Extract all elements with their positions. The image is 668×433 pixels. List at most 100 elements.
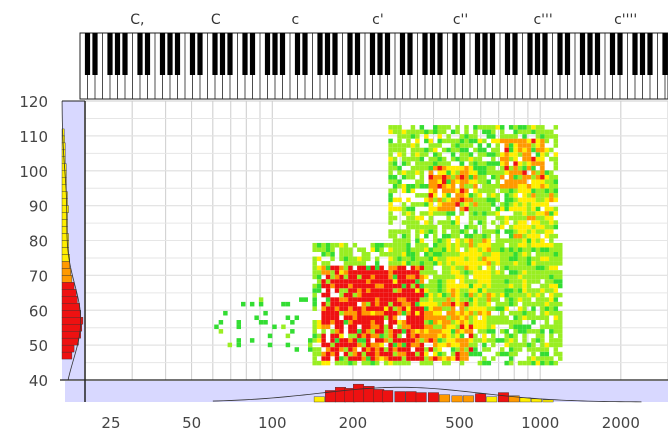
heatmap-cell	[544, 206, 550, 212]
heatmap-cell	[348, 360, 353, 366]
heatmap-cell	[374, 324, 380, 330]
heatmap-cell	[428, 310, 434, 316]
heatmap-cells	[214, 125, 563, 366]
heatmap-cell	[361, 261, 367, 266]
heatmap-cell	[517, 125, 523, 130]
black-key	[647, 33, 653, 75]
heatmap-cell	[397, 143, 402, 148]
heatmap-cell	[441, 351, 447, 357]
heatmap-cell	[553, 125, 559, 130]
heatmap-cell	[544, 342, 550, 348]
heatmap-cell	[491, 297, 496, 302]
heatmap-cell	[401, 238, 407, 243]
heatmap-cell	[392, 129, 398, 135]
heatmap-cell	[464, 202, 469, 207]
heatmap-cell	[558, 338, 563, 343]
heatmap-cell	[464, 297, 469, 302]
heatmap-cell	[397, 256, 402, 262]
heatmap-cell	[450, 242, 456, 248]
heatmap-cell	[473, 292, 478, 298]
heatmap-cell	[477, 125, 483, 130]
heatmap-cell	[397, 197, 402, 203]
heatmap-cell	[473, 347, 478, 352]
heatmap-cell	[526, 238, 532, 243]
heatmap-cell	[459, 138, 465, 144]
heatmap-cell	[388, 152, 393, 157]
heatmap-cell	[522, 252, 527, 257]
heatmap-cell	[379, 306, 384, 311]
heatmap-cell	[450, 320, 456, 325]
heatmap-cell	[526, 147, 532, 153]
heatmap-cell	[397, 270, 402, 275]
heatmap-cell	[468, 233, 474, 239]
heatmap-cell	[491, 247, 496, 253]
heatmap-cell	[379, 329, 384, 334]
heatmap-cell	[468, 351, 474, 357]
heatmap-cell	[321, 356, 326, 361]
heatmap-cell	[495, 174, 500, 180]
heatmap-cell	[433, 297, 438, 302]
heatmap-cell	[513, 170, 518, 175]
heatmap-cell	[522, 279, 527, 284]
heatmap-cell	[517, 147, 523, 153]
heatmap-cell	[535, 229, 541, 234]
heatmap-cell	[285, 315, 291, 321]
heatmap-cell	[388, 197, 393, 203]
heatmap-cell	[433, 301, 438, 307]
heatmap-cell	[433, 125, 438, 130]
heatmap-cell	[348, 265, 353, 271]
y-marginal-bar	[61, 205, 69, 213]
heatmap-cell	[504, 351, 509, 357]
heatmap-cell	[517, 211, 523, 216]
heatmap-cell	[491, 211, 496, 216]
heatmap-cell	[473, 156, 478, 162]
heatmap-cell	[401, 202, 407, 207]
heatmap-cell	[522, 174, 527, 180]
heatmap-cell	[334, 274, 340, 280]
heatmap-cell	[366, 360, 371, 366]
heatmap-cell	[486, 161, 492, 166]
heatmap-cell	[477, 143, 483, 148]
heatmap-cell	[415, 138, 420, 144]
heatmap-cell	[540, 261, 545, 266]
heatmap-cell	[450, 147, 456, 153]
heatmap-cell	[415, 351, 420, 357]
heatmap-cell	[495, 261, 500, 266]
heatmap-cell	[401, 310, 407, 316]
heatmap-cell	[352, 292, 358, 298]
heatmap-cell	[482, 206, 487, 212]
heatmap-cell	[236, 342, 242, 348]
heatmap-cell	[330, 265, 335, 271]
heatmap-cell	[401, 242, 407, 248]
heatmap-cell	[508, 206, 514, 212]
heatmap-cell	[388, 301, 393, 307]
heatmap-cell	[491, 165, 496, 171]
heatmap-cell	[374, 274, 380, 280]
heatmap-cell	[419, 360, 425, 366]
heatmap-cell	[446, 179, 451, 185]
heatmap-cell	[446, 292, 451, 298]
heatmap-cell	[464, 238, 469, 243]
heatmap-cell	[366, 356, 371, 361]
heatmap-cell	[249, 338, 255, 343]
heatmap-cell	[339, 347, 344, 352]
heatmap-cell	[450, 211, 456, 216]
heatmap-cell	[415, 242, 420, 248]
heatmap-cell	[316, 320, 322, 325]
heatmap-cell	[468, 279, 474, 284]
heatmap-cell	[535, 297, 541, 302]
heatmap-cell	[437, 184, 442, 189]
heatmap-cell	[388, 206, 393, 212]
heatmap-cell	[446, 356, 451, 361]
heatmap-cell	[446, 310, 451, 316]
heatmap-cell	[325, 356, 331, 361]
heatmap-cell	[388, 125, 393, 130]
heatmap-cell	[491, 320, 496, 325]
heatmap-cell	[513, 279, 518, 284]
heatmap-cell	[441, 320, 447, 325]
heatmap-cell	[522, 270, 527, 275]
heatmap-cell	[401, 306, 407, 311]
heatmap-cell	[513, 220, 518, 225]
heatmap-cell	[535, 265, 541, 271]
heatmap-cell	[549, 301, 554, 307]
